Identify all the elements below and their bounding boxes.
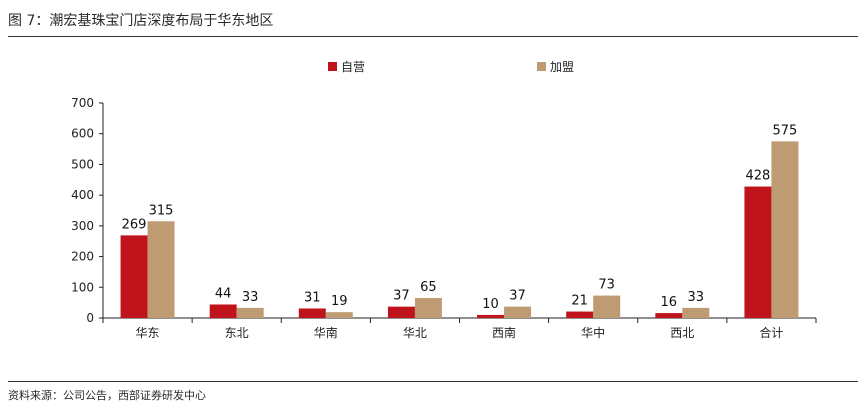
y-tick-label: 500 [71, 157, 94, 171]
y-tick-label: 300 [71, 219, 94, 233]
x-tick-label: 东北 [225, 326, 249, 340]
bar-self-operated [566, 311, 594, 318]
data-label: 315 [149, 203, 174, 218]
y-tick-label: 400 [71, 188, 94, 202]
data-label: 575 [773, 123, 798, 138]
source-rule [8, 381, 858, 382]
bars [120, 141, 799, 318]
bar-self-operated [744, 186, 772, 318]
bar-self-operated [477, 314, 505, 318]
data-label: 33 [242, 290, 259, 305]
legend-label: 加盟 [550, 60, 574, 74]
bar-franchise [236, 307, 264, 318]
x-tick-label: 西南 [492, 325, 516, 340]
data-label: 37 [393, 289, 410, 304]
x-tick-label: 西北 [670, 326, 694, 340]
data-label: 269 [122, 217, 147, 232]
data-label: 65 [420, 280, 437, 295]
bar-self-operated [655, 313, 683, 318]
bar-franchise [771, 141, 799, 318]
bar-franchise [682, 307, 710, 318]
x-tick-label: 华中 [581, 325, 605, 340]
source-note: 资料来源：公司公告，西部证券研发中心 [8, 389, 206, 402]
legend-label: 自营 [341, 60, 365, 74]
x-tick-label: 合计 [759, 325, 783, 340]
bar-self-operated [120, 235, 148, 318]
data-label: 19 [331, 294, 348, 309]
y-tick-label: 0 [86, 311, 94, 325]
y-tick-label: 100 [71, 280, 94, 294]
x-axis: 华东 东北 华南 华北 西南 华中 西北 合计 [102, 317, 817, 340]
data-label: 16 [661, 295, 678, 310]
data-label: 21 [571, 294, 588, 309]
y-tick-label: 600 [71, 127, 94, 141]
data-label: 44 [215, 286, 232, 301]
y-axis: 0 100 200 300 400 500 600 700 [71, 96, 104, 325]
x-tick-label: 华东 [136, 326, 160, 340]
x-tick-label: 华南 [314, 325, 338, 340]
bar-franchise [504, 306, 532, 318]
figure-title: 图 7：潮宏基珠宝门店深度布局于华东地区 [8, 13, 274, 29]
legend: 自营 加盟 [328, 60, 574, 74]
bar-franchise [325, 312, 353, 318]
bar-franchise [147, 221, 175, 318]
data-label: 31 [304, 290, 321, 305]
data-label: 33 [688, 290, 705, 305]
bar-franchise [414, 298, 442, 318]
data-label: 10 [482, 297, 499, 312]
legend-swatch [328, 62, 337, 71]
title-rule [8, 36, 858, 37]
x-tick-label: 华北 [403, 326, 427, 340]
y-tick-label: 700 [71, 96, 94, 110]
bar-franchise [593, 295, 621, 318]
y-tick-label: 200 [71, 250, 94, 264]
data-label: 73 [598, 278, 615, 293]
bar-self-operated [209, 304, 237, 318]
legend-swatch [537, 62, 546, 71]
bar-self-operated [298, 308, 326, 318]
data-label: 37 [509, 289, 526, 304]
bar-self-operated [387, 306, 415, 318]
data-label: 428 [746, 169, 771, 184]
